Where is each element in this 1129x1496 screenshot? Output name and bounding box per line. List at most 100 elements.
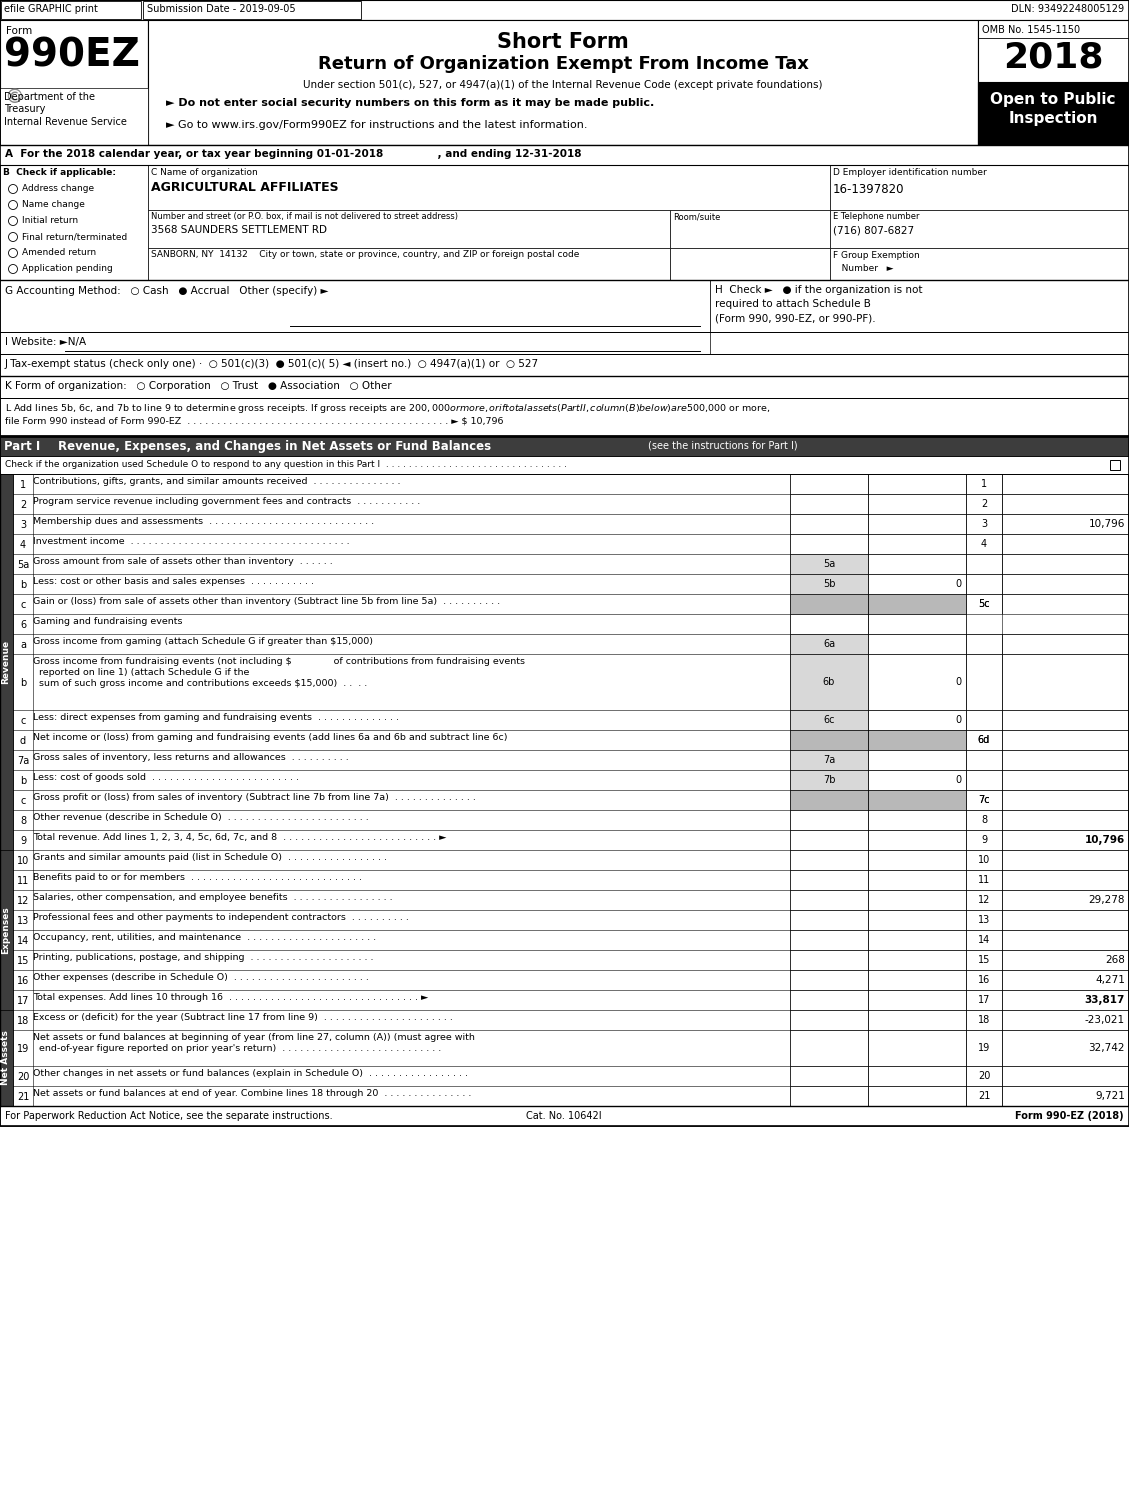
Circle shape [9,200,18,209]
Text: ► Go to www.irs.gov/Form990EZ for instructions and the latest information.: ► Go to www.irs.gov/Form990EZ for instru… [166,120,587,130]
Bar [1003,574,1129,594]
Bar [868,730,966,749]
Text: 8: 8 [20,815,26,826]
Text: 9: 9 [981,835,987,845]
Bar [966,830,1003,850]
Bar [790,990,868,1010]
Bar [966,990,1003,1010]
Bar [14,950,1129,969]
Text: Open to Public
Inspection: Open to Public Inspection [990,91,1115,126]
Bar [14,1067,1129,1086]
Bar [1003,850,1129,871]
Text: Gross sales of inventory, less returns and allowances  . . . . . . . . . .: Gross sales of inventory, less returns a… [33,752,349,761]
Text: OMB No. 1545-1150: OMB No. 1545-1150 [982,25,1080,34]
Bar [966,654,1003,711]
Bar [14,1031,1129,1067]
Text: H  Check ►   ● if the organization is not: H Check ► ● if the organization is not [715,286,922,295]
Text: 33,817: 33,817 [1085,995,1124,1005]
Text: Submission Date - 2019-09-05: Submission Date - 2019-09-05 [147,4,296,13]
Bar [868,474,966,494]
Bar [14,850,1129,871]
Bar [790,494,868,515]
Bar [868,790,966,809]
Text: b: b [20,678,26,688]
Bar [14,910,1129,931]
Bar [790,1067,868,1086]
Bar [0,1106,1129,1126]
Bar [14,494,1129,515]
Bar [1003,830,1129,850]
Bar [790,634,868,654]
Bar [1003,534,1129,554]
Text: 7a: 7a [823,755,835,764]
Text: 4: 4 [20,540,26,551]
Text: Net income or (loss) from gaming and fundraising events (add lines 6a and 6b and: Net income or (loss) from gaming and fun… [33,733,508,742]
Bar [14,990,1129,1010]
Text: For Paperwork Reduction Act Notice, see the separate instructions.: For Paperwork Reduction Act Notice, see … [5,1112,333,1121]
Text: 12: 12 [978,895,990,905]
Bar [14,790,1129,809]
Text: 11: 11 [978,875,990,886]
Text: Expenses: Expenses [1,907,10,954]
Bar [0,0,1129,19]
Bar [669,209,830,248]
Text: Check if the organization used Schedule O to respond to any question in this Par: Check if the organization used Schedule … [5,459,567,470]
Bar [790,515,868,534]
Bar [148,165,830,209]
Bar [14,594,1129,613]
Text: Excess or (deficit) for the year (Subtract line 17 from line 9)  . . . . . . . .: Excess or (deficit) for the year (Subtra… [33,1013,453,1022]
Bar [0,398,1129,435]
Bar [14,931,1129,950]
Bar [0,1010,14,1106]
Text: 16-1397820: 16-1397820 [833,183,904,196]
Bar [14,830,1129,850]
Bar [790,830,868,850]
Bar [868,515,966,534]
Bar [0,165,148,280]
Bar [1003,770,1129,790]
Bar [14,554,1129,574]
Text: DLN: 93492248005129: DLN: 93492248005129 [1010,4,1124,13]
Bar [966,790,1003,809]
Bar [710,280,1129,332]
Bar [966,494,1003,515]
Bar [830,248,1129,280]
Text: Return of Organization Exempt From Income Tax: Return of Organization Exempt From Incom… [317,55,808,73]
Text: Form: Form [6,25,33,36]
Text: Department of the
Treasury
Internal Revenue Service: Department of the Treasury Internal Reve… [5,91,126,127]
Bar [14,749,1129,770]
Bar [14,871,1129,890]
Bar [14,730,1129,749]
Text: b: b [20,580,26,589]
Text: Gross income from gaming (attach Schedule G if greater than $15,000): Gross income from gaming (attach Schedul… [33,637,373,646]
Bar [868,749,966,770]
Bar [1110,459,1120,470]
Text: 0: 0 [956,715,962,726]
Text: Final return/terminated: Final return/terminated [21,232,128,241]
Text: file Form 990 instead of Form 990-EZ  . . . . . . . . . . . . . . . . . . . . . : file Form 990 instead of Form 990-EZ . .… [5,416,504,425]
Bar [790,749,868,770]
Bar [669,248,830,280]
Bar [1003,910,1129,931]
Bar [0,375,1129,398]
Bar [790,850,868,871]
Bar [790,1086,868,1106]
Text: Gross income from fundraising events (not including $              of contributi: Gross income from fundraising events (no… [33,657,525,688]
Bar [1003,969,1129,990]
Text: 13: 13 [978,916,990,925]
Bar [0,332,710,355]
Text: I Website: ►N/A: I Website: ►N/A [5,337,86,347]
Text: (Form 990, 990-EZ, or 990-PF).: (Form 990, 990-EZ, or 990-PF). [715,313,876,323]
Bar [966,890,1003,910]
Bar [1003,1010,1129,1031]
Bar [966,474,1003,494]
Text: Other revenue (describe in Schedule O)  . . . . . . . . . . . . . . . . . . . . : Other revenue (describe in Schedule O) .… [33,812,369,821]
Bar [790,790,868,809]
Text: Revenue, Expenses, and Changes in Net Assets or Fund Balances: Revenue, Expenses, and Changes in Net As… [58,440,491,453]
Text: L Add lines 5b, 6c, and 7b to line 9 to determine gross receipts. If gross recei: L Add lines 5b, 6c, and 7b to line 9 to … [5,402,770,414]
Text: 10,796: 10,796 [1088,519,1124,530]
Bar [14,969,1129,990]
Text: Gaming and fundraising events: Gaming and fundraising events [33,616,183,625]
Text: 1: 1 [20,480,26,491]
Text: 32,742: 32,742 [1088,1043,1124,1053]
